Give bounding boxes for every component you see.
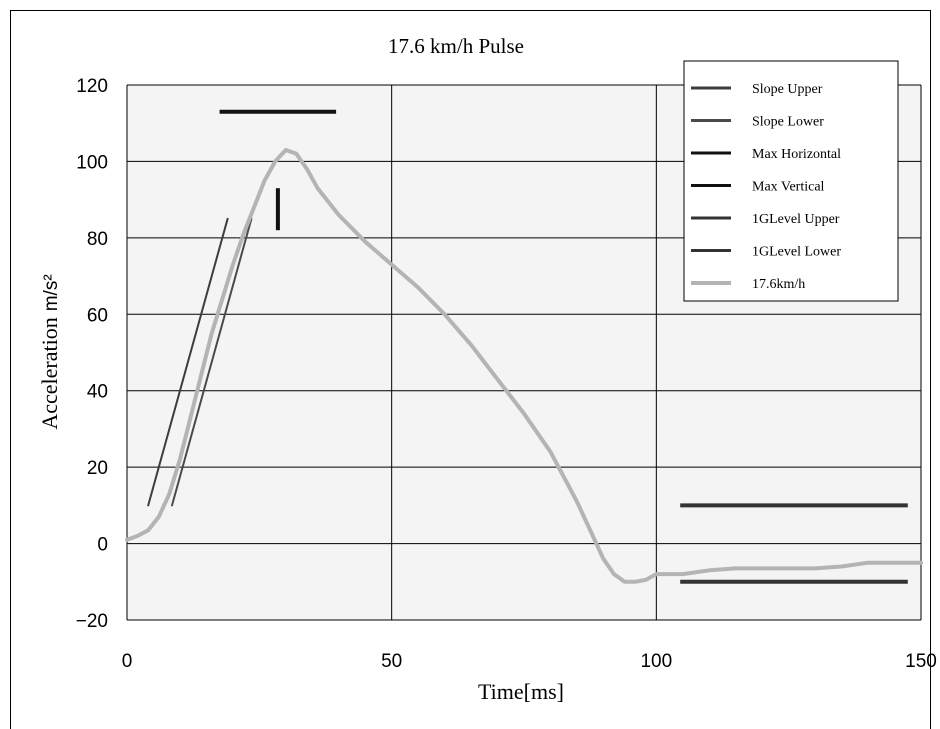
series-line-slope-upper: [147, 217, 229, 507]
svg-text:Accelerationm/s²: Acceleration m/s²: [37, 274, 62, 429]
legend-label: Slope Lower: [752, 115, 824, 130]
x-tick-label: 150: [905, 651, 937, 672]
y-tick-label: 80: [87, 229, 108, 250]
series-lines: [125, 109, 923, 584]
y-tick-label: −20: [76, 611, 108, 632]
x-tick-label: 0: [122, 651, 133, 672]
legend-label: Max Horizontal: [752, 147, 841, 162]
chart-frame: [10, 10, 931, 729]
grid-lines: [126, 84, 922, 621]
y-tick-label: 20: [87, 458, 108, 479]
y-tick-label: 120: [76, 76, 108, 97]
tick-labels: −20 0 20 40 60 80 100 120 0 50 100 150: [76, 76, 937, 672]
series-line-slope-lower: [171, 217, 253, 507]
x-tick-label: 100: [640, 651, 672, 672]
y-tick-label: 40: [87, 382, 108, 403]
x-tick-label: 50: [381, 651, 402, 672]
y-axis-label: Acceleration: [37, 317, 62, 429]
x-axis-label: Time[ms]: [478, 679, 564, 704]
series-line-17-6km-h: [125, 148, 923, 584]
y-tick-label: 0: [97, 535, 108, 556]
y-tick-label: 100: [76, 152, 108, 173]
legend-box: [683, 60, 899, 302]
legend-label: Max Vertical: [752, 180, 825, 195]
y-axis-label-group: Acceleration m/s²: [37, 274, 62, 429]
y-axis-unit: m/s²: [41, 274, 62, 311]
legend-label: Slope Upper: [752, 82, 823, 97]
legend-label: 1GLevel Lower: [752, 245, 841, 260]
y-tick-label: 60: [87, 305, 108, 326]
legend-label: 17.6km/h: [752, 277, 805, 292]
chart-title: 17.6 km/h Pulse: [388, 34, 524, 58]
legend: Slope Upper Slope Lower Max Horizontal Max …: [683, 60, 899, 302]
legend-label: 1GLevel Upper: [752, 212, 840, 227]
